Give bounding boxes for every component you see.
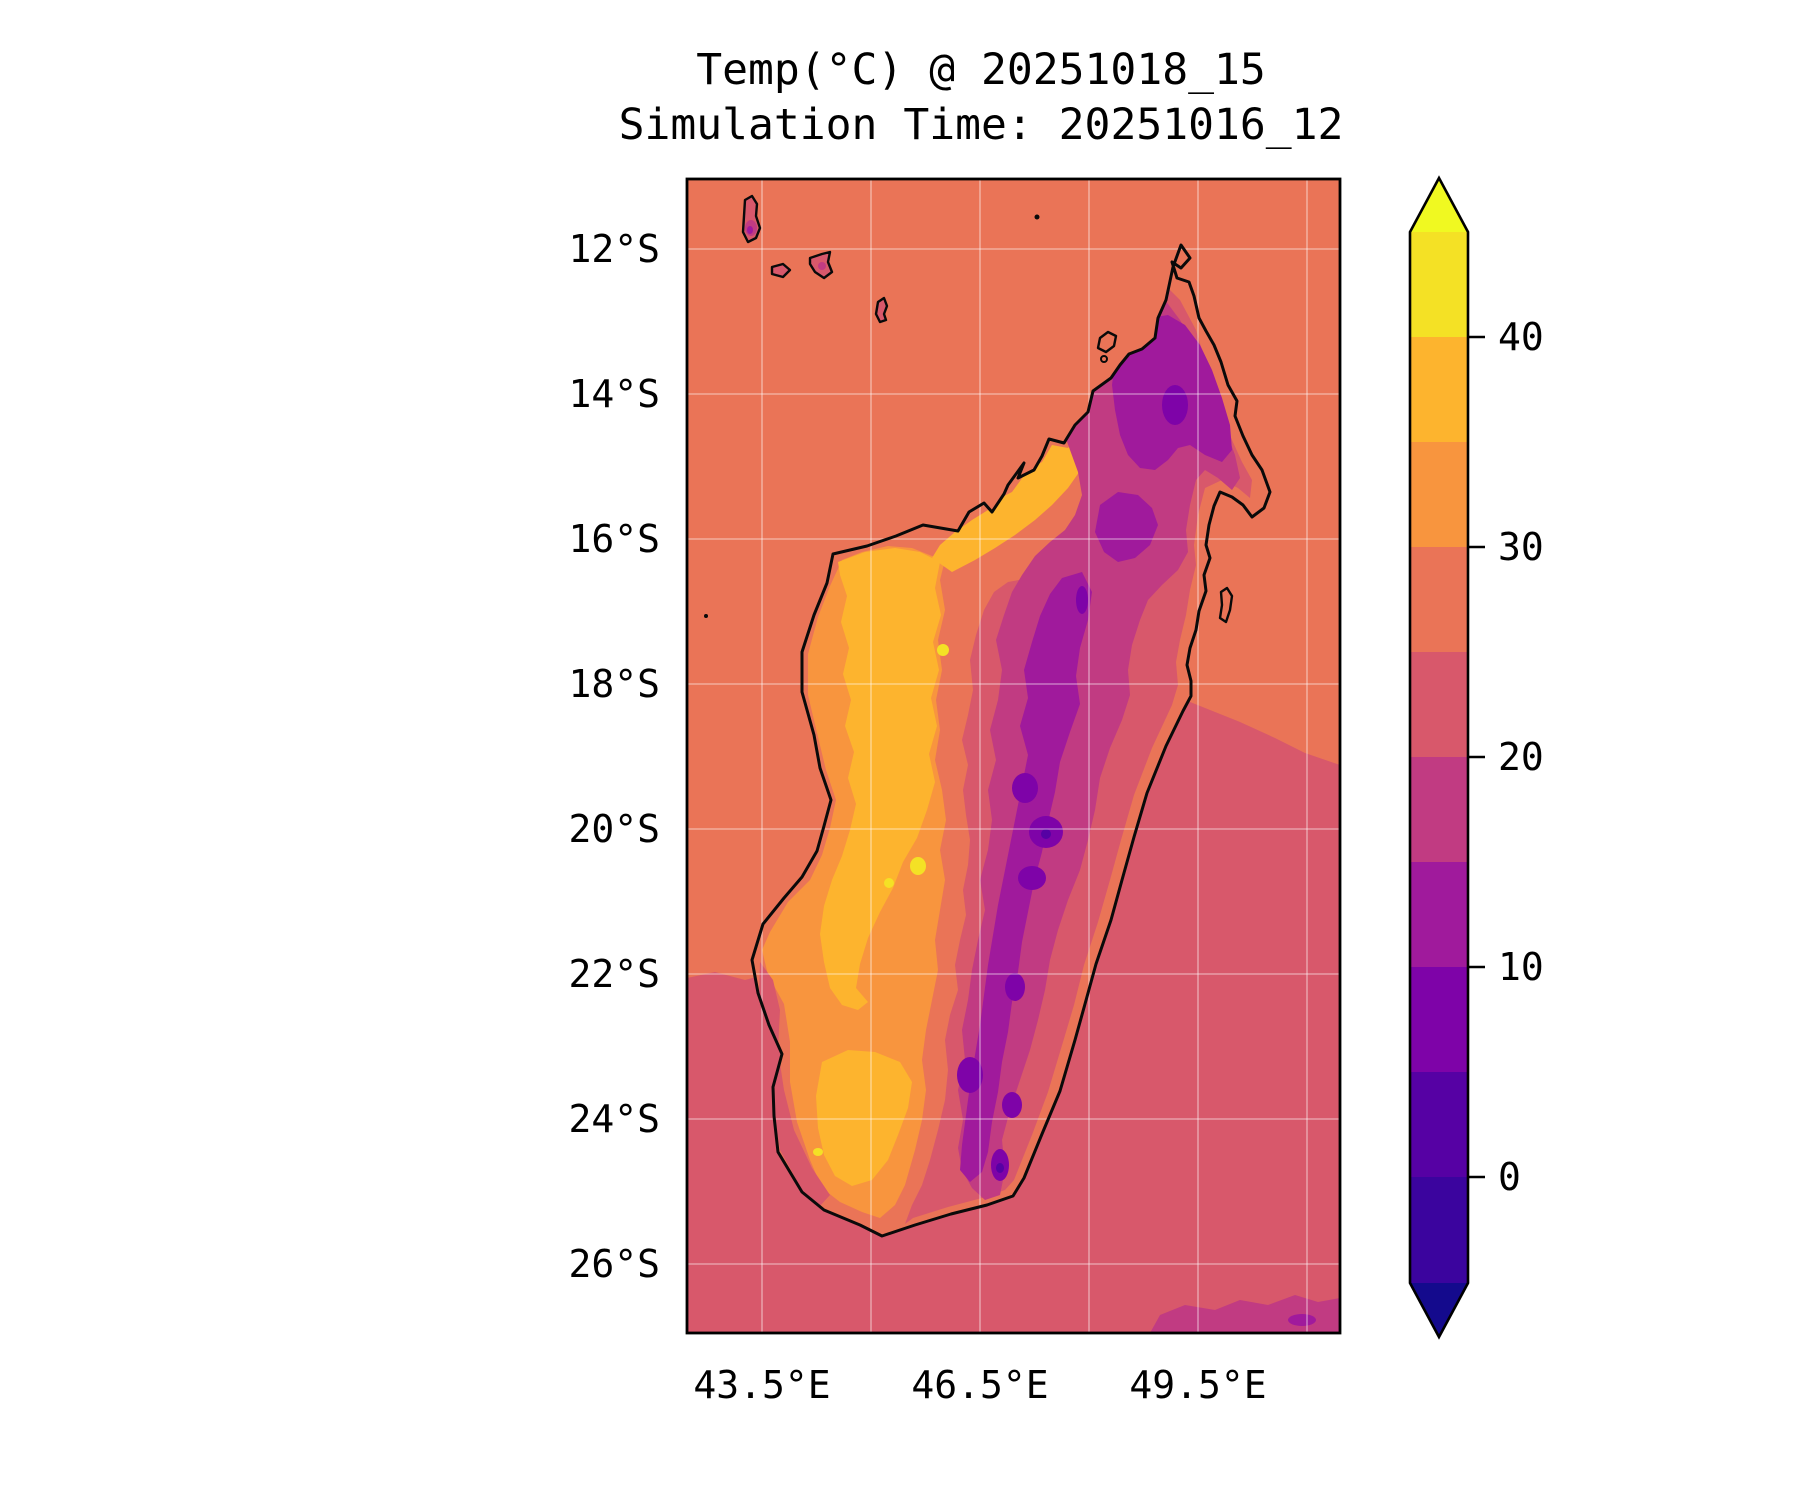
temp-spot-5-10-d (1018, 866, 1046, 890)
island-sainte-marie (1220, 588, 1232, 622)
colorbar-tick-label-0: 0 (1498, 1155, 1521, 1199)
colorbar-seg-10-15 (1410, 862, 1468, 967)
temp-spot-0-5-b (996, 1163, 1004, 1173)
map-panel (687, 179, 1340, 1333)
x-axis-labels: 43.5°E 46.5°E 49.5°E (693, 1363, 1266, 1407)
temp-spot-5-10-tsaratanana (1162, 385, 1188, 425)
lat-label-18s: 18°S (568, 662, 660, 706)
y-axis-labels: 12°S 14°S 16°S 18°S 20°S 22°S 24°S 26°S (568, 227, 660, 1286)
lat-label-16s: 16°S (568, 517, 660, 561)
madagascar-coastline (750, 243, 1272, 1238)
lon-label-43-5e: 43.5°E (693, 1363, 830, 1407)
colorbar-seg-15-20 (1410, 757, 1468, 862)
island-mayotte-coastline (874, 296, 889, 324)
colorbar-seg-30-35 (1410, 442, 1468, 547)
colorbar-seg-25-30 (1410, 547, 1468, 652)
island-grande-comore-core (747, 226, 753, 234)
lat-label-24s: 24°S (568, 1097, 660, 1141)
colorbar-tick-label-20: 20 (1498, 735, 1544, 779)
temp-spot-40-45-c (937, 644, 949, 656)
island-sainte-marie-coastline (1218, 586, 1234, 624)
temp-band-35-40-west (820, 548, 941, 1010)
figure-title-line1: Temp(°C) @ 20251018_15 (696, 45, 1266, 95)
colorbar-seg-5-10 (1410, 967, 1468, 1072)
map-gridlines (687, 179, 1340, 1333)
colorbar-extend-over (1410, 178, 1468, 232)
lat-label-14s: 14°S (568, 372, 660, 416)
island-nosy-be-coastline (1096, 330, 1118, 354)
island-juan-de-nova-dot (704, 614, 708, 618)
colorbar-seg-m5-0 (1410, 1177, 1468, 1283)
temp-band-35-40-northwest (932, 418, 1095, 572)
colorbar-outline (1408, 175, 1470, 1340)
lon-label-46-5e: 46.5°E (911, 1363, 1048, 1407)
lon-label-49-5e: 49.5°E (1129, 1363, 1266, 1407)
temp-spot-40-45-d (813, 1148, 823, 1156)
temp-spot-5-10-a (1076, 586, 1088, 614)
colorbar: 40 30 20 10 0 (1408, 175, 1544, 1340)
colorbar-seg-20-25 (1410, 652, 1468, 757)
colorbar-tick-label-40: 40 (1498, 315, 1544, 359)
temp-spot-5-10-b (1012, 773, 1038, 803)
small-islands (704, 194, 1234, 624)
island-grande-comore-coastline (741, 194, 762, 244)
colorbar-seg-40-45 (1410, 232, 1468, 337)
temp-spot-40-45-b (884, 878, 894, 888)
temp-spot-0-5-a (1041, 829, 1051, 839)
map-border (685, 177, 1342, 1335)
colorbar-seg-0-5 (1410, 1072, 1468, 1177)
island-anjouan-coastline (808, 250, 834, 280)
lat-label-12s: 12°S (568, 227, 660, 271)
island-moheli-coastline (770, 262, 792, 279)
temp-spot-5-10-g (1002, 1092, 1022, 1118)
temp-band-15-20-highlands (958, 282, 1240, 1200)
island-anjouan-cool (818, 262, 826, 270)
lat-label-26s: 26°S (568, 1242, 660, 1286)
island-glorioso-dot (1034, 214, 1040, 220)
temp-spot-10-15-mid (1108, 535, 1132, 555)
lat-label-22s: 22°S (568, 952, 660, 996)
colorbar-tick-label-10: 10 (1498, 945, 1544, 989)
figure-title-line2: Simulation Time: 20251016_12 (619, 100, 1344, 150)
colorbar-extend-under (1410, 1283, 1468, 1337)
ocean-coldstreak-spot (1288, 1314, 1316, 1326)
colorbar-tick-label-30: 30 (1498, 525, 1544, 569)
temp-spot-40-45-a (910, 857, 926, 875)
temp-band-20-25-southwest (759, 962, 830, 1206)
temp-spot-5-10-e (1005, 973, 1025, 1001)
temp-band-35-40-south (816, 1050, 912, 1186)
temp-spot-5-10-f (957, 1057, 983, 1093)
island-nosy-komba (1100, 355, 1108, 363)
colorbar-seg-35-40 (1410, 337, 1468, 442)
lat-label-20s: 20°S (568, 807, 660, 851)
